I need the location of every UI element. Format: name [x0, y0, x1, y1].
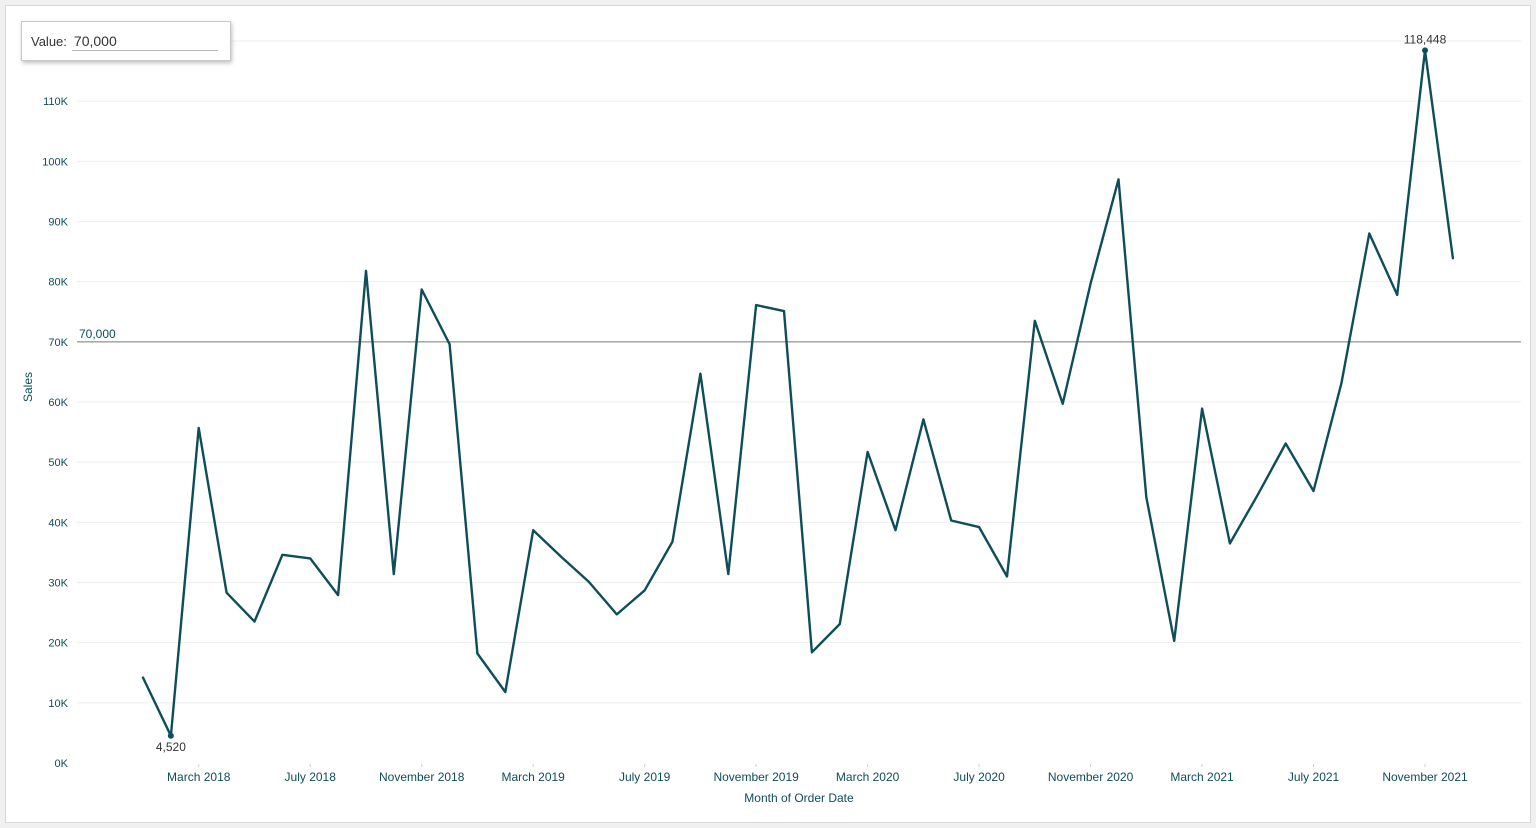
y-tick-label: 0K — [55, 758, 69, 770]
data-labels: 4,520 118,448 — [156, 32, 1447, 753]
data-label: 118,448 — [1404, 32, 1447, 46]
annotated-point — [167, 732, 174, 739]
y-tick-label: 80K — [48, 277, 68, 289]
reference-line-label: 70,000 — [79, 327, 116, 341]
x-tick-label: March 2021 — [1170, 770, 1234, 784]
x-tick-label: March 2018 — [167, 770, 231, 784]
y-tick-label: 20K — [48, 638, 68, 650]
value-parameter-input[interactable] — [71, 31, 218, 51]
y-tick-label: 90K — [48, 217, 68, 229]
y-tick-label: 60K — [48, 397, 68, 409]
annotated-point — [1422, 47, 1429, 54]
y-tick-label: 70K — [48, 337, 68, 349]
series-group — [141, 49, 1455, 737]
x-axis-title: Month of Order Date — [744, 791, 854, 805]
value-parameter-control: Value: — [21, 21, 231, 61]
x-tick-label: July 2018 — [285, 770, 337, 784]
y-tick-label: 100K — [42, 156, 68, 168]
gridlines — [77, 40, 1521, 704]
y-tick-label: 50K — [48, 457, 68, 469]
chart-frame — [5, 5, 1531, 823]
sales-series-line — [141, 49, 1455, 737]
x-tick-label: July 2021 — [1288, 770, 1340, 784]
reference-line-group: 70,000 — [77, 327, 1521, 343]
x-tick-label: March 2020 — [836, 770, 900, 784]
y-tick-label: 10K — [48, 698, 68, 710]
x-tick-label: July 2019 — [619, 770, 671, 784]
x-tick-label: November 2018 — [379, 770, 465, 784]
value-parameter-label: Value: — [31, 33, 67, 49]
y-tick-label: 30K — [48, 578, 68, 590]
y-axis-title: Sales — [21, 372, 35, 402]
x-tick-label: July 2020 — [953, 770, 1005, 784]
x-tick-label: March 2019 — [501, 770, 565, 784]
y-tick-label: 110K — [43, 96, 69, 108]
x-tick-label: November 2019 — [713, 770, 799, 784]
x-tick-label: November 2021 — [1382, 770, 1468, 784]
y-tick-label: 40K — [48, 517, 68, 529]
axes: 0K 10K 20K 30K 40K 50K 60K 70K 80K 90K 100K 110K Mar… — [42, 96, 1468, 784]
data-label: 4,520 — [156, 740, 186, 754]
x-tick-label: November 2020 — [1048, 770, 1134, 784]
